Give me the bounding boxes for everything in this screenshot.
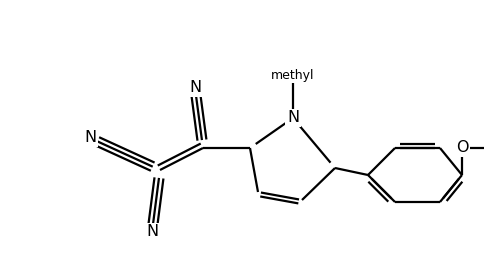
Text: methyl: methyl (271, 69, 314, 83)
Text: N: N (146, 225, 158, 239)
Text: N: N (84, 130, 96, 146)
Text: N: N (287, 111, 299, 126)
Text: N: N (287, 111, 299, 126)
Text: O: O (455, 140, 467, 155)
Text: N: N (189, 80, 201, 95)
